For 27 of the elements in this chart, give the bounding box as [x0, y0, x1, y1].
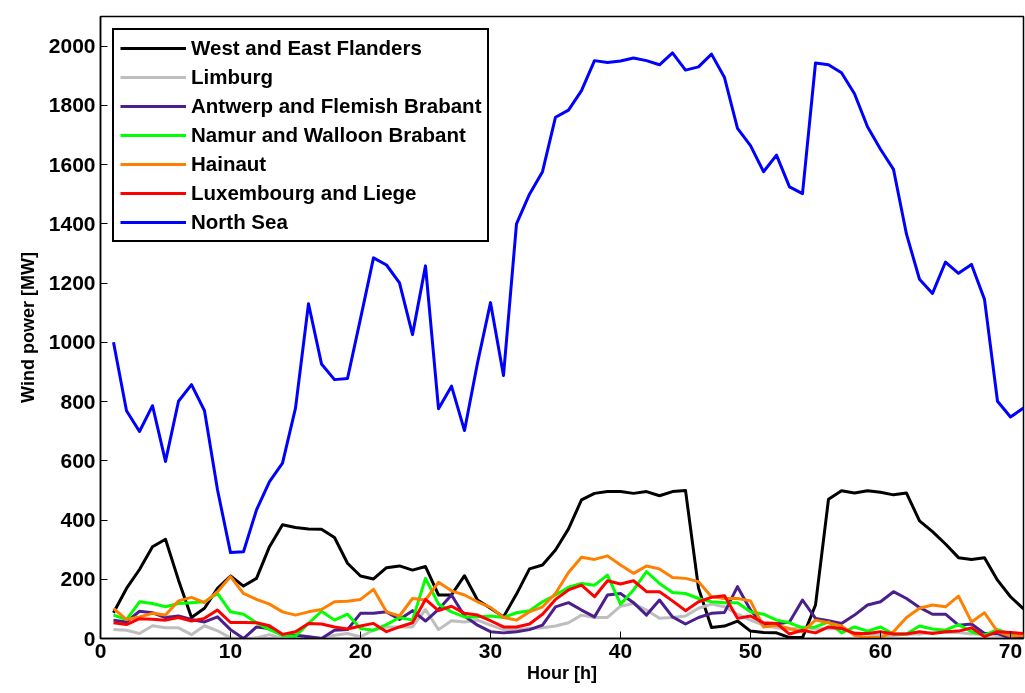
x-axis-title: Hour [h] [527, 662, 597, 683]
y-axis-title: Wind power [MW] [17, 252, 38, 403]
x-tick-label: 20 [348, 638, 373, 662]
y-tick-label: 400 [60, 508, 96, 532]
y-tick-label: 1000 [48, 330, 96, 354]
line-series [112, 554, 1024, 639]
x-tick-label: 40 [608, 638, 633, 662]
x-tick-label: 50 [738, 638, 763, 662]
y-tick-label: 1800 [48, 93, 96, 117]
legend-label: Luxembourg and Liege [191, 181, 417, 205]
x-tick-label: 10 [218, 638, 243, 662]
y-tick-label: 2000 [48, 34, 96, 58]
legend-label: North Sea [191, 210, 288, 234]
y-tick-label: 800 [60, 389, 96, 413]
y-tick-label: 600 [60, 448, 96, 472]
y-tick-label: 1200 [48, 271, 96, 295]
x-tick-label: 60 [868, 638, 893, 662]
legend-label: West and East Flanders [191, 36, 422, 60]
legend-label: Antwerp and Flemish Brabant [191, 94, 482, 118]
legend-label: Namur and Walloon Brabant [191, 123, 466, 147]
y-tick-label: 1400 [48, 211, 96, 235]
x-tick-label: 70 [998, 638, 1023, 662]
legend-label: Hainaut [191, 152, 267, 176]
legend-label: Limburg [191, 65, 273, 89]
y-tick-label: 200 [60, 567, 96, 591]
x-tick-label: 30 [478, 638, 503, 662]
y-tick-label: 1600 [48, 152, 96, 176]
